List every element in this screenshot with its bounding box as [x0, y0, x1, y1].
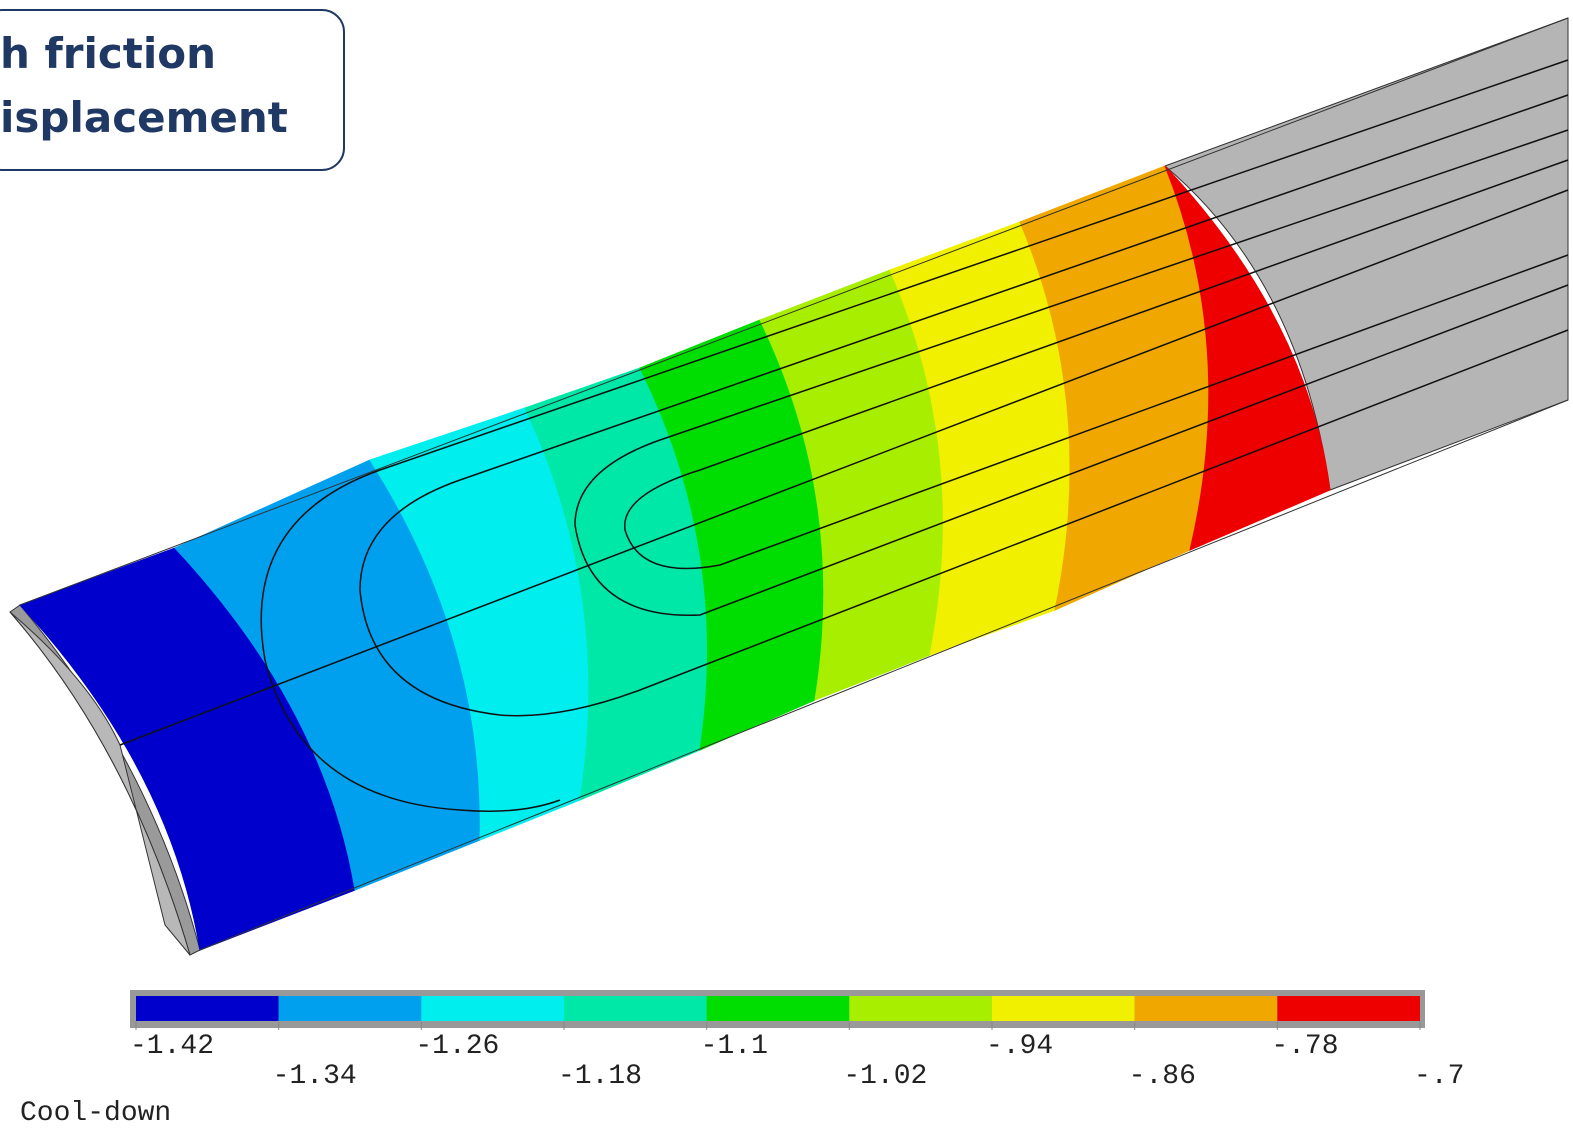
legend-label: -1.34: [273, 1061, 357, 1092]
legend-swatch: [992, 996, 1135, 1021]
legend-label: -1.42: [130, 1031, 214, 1062]
legend-swatch: [564, 996, 707, 1021]
label-line: isplacement: [0, 93, 288, 142]
page: -1.42 -1.34 -1.26 -1.18 -1.1 -1.02 -.94 -.86 -.7…: [0, 0, 1573, 1134]
legend-swatch: [1135, 996, 1278, 1021]
legend-label: -.94: [986, 1031, 1053, 1062]
legend-label: -1.26: [415, 1031, 499, 1062]
legend-label: -.7: [1414, 1061, 1464, 1092]
legend-swatch: [421, 996, 564, 1021]
legend-swatch: [849, 996, 992, 1021]
caption: Cool-down: [20, 1098, 171, 1129]
legend-label: -1.18: [558, 1061, 642, 1092]
legend-swatch: [136, 996, 279, 1021]
legend-label: -1.1: [701, 1031, 768, 1062]
legend-swatch: [707, 996, 850, 1021]
legend-label: -1.02: [843, 1061, 927, 1092]
legend-label: -.86: [1129, 1061, 1196, 1092]
legend-label: -.78: [1271, 1031, 1338, 1062]
legend-swatch: [1277, 996, 1420, 1021]
legend-swatch: [279, 996, 422, 1021]
label-line: h friction: [0, 29, 216, 78]
